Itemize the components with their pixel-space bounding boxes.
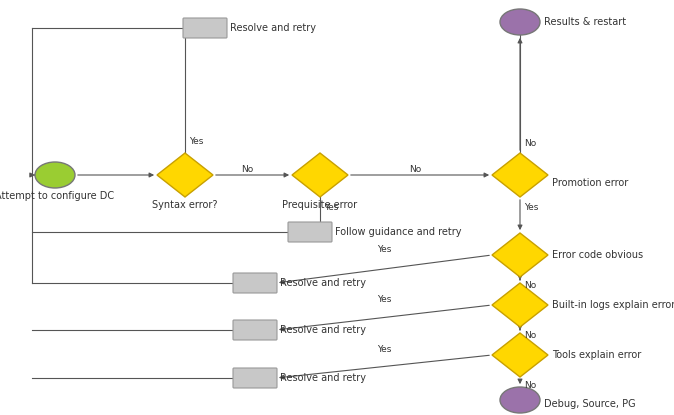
Text: Debug, Source, PG: Debug, Source, PG <box>544 399 636 409</box>
Text: Yes: Yes <box>524 203 539 212</box>
Text: Resolve and retry: Resolve and retry <box>230 23 316 33</box>
Text: Attempt to configure DC: Attempt to configure DC <box>0 191 115 201</box>
FancyBboxPatch shape <box>233 273 277 293</box>
Polygon shape <box>492 283 548 327</box>
Polygon shape <box>492 333 548 377</box>
Text: No: No <box>241 166 253 174</box>
FancyBboxPatch shape <box>233 320 277 340</box>
Text: Prequisite error: Prequisite error <box>282 200 358 210</box>
Text: Yes: Yes <box>189 137 204 146</box>
Text: No: No <box>524 139 537 147</box>
Ellipse shape <box>500 9 540 35</box>
Text: Yes: Yes <box>377 295 391 303</box>
Polygon shape <box>157 153 213 197</box>
Text: Follow guidance and retry: Follow guidance and retry <box>335 227 462 237</box>
Text: Yes: Yes <box>377 344 391 354</box>
Text: Error code obvious: Error code obvious <box>552 250 643 260</box>
Text: Tools explain error: Tools explain error <box>552 350 641 360</box>
FancyBboxPatch shape <box>288 222 332 242</box>
Text: Results & restart: Results & restart <box>544 17 626 27</box>
Ellipse shape <box>500 387 540 413</box>
Text: Yes: Yes <box>324 203 338 212</box>
FancyBboxPatch shape <box>233 368 277 388</box>
Text: Resolve and retry: Resolve and retry <box>280 373 366 383</box>
Text: Yes: Yes <box>377 244 391 254</box>
Text: No: No <box>524 281 537 290</box>
Text: Resolve and retry: Resolve and retry <box>280 325 366 335</box>
Ellipse shape <box>35 162 75 188</box>
Text: No: No <box>409 166 421 174</box>
Text: Built-in logs explain error: Built-in logs explain error <box>552 300 674 310</box>
Polygon shape <box>492 233 548 277</box>
Polygon shape <box>492 153 548 197</box>
Text: No: No <box>524 330 537 339</box>
Text: Syntax error?: Syntax error? <box>152 200 218 210</box>
Text: Promotion error: Promotion error <box>552 178 628 188</box>
FancyBboxPatch shape <box>183 18 227 38</box>
Text: No: No <box>524 381 537 390</box>
Text: Resolve and retry: Resolve and retry <box>280 278 366 288</box>
Polygon shape <box>292 153 348 197</box>
